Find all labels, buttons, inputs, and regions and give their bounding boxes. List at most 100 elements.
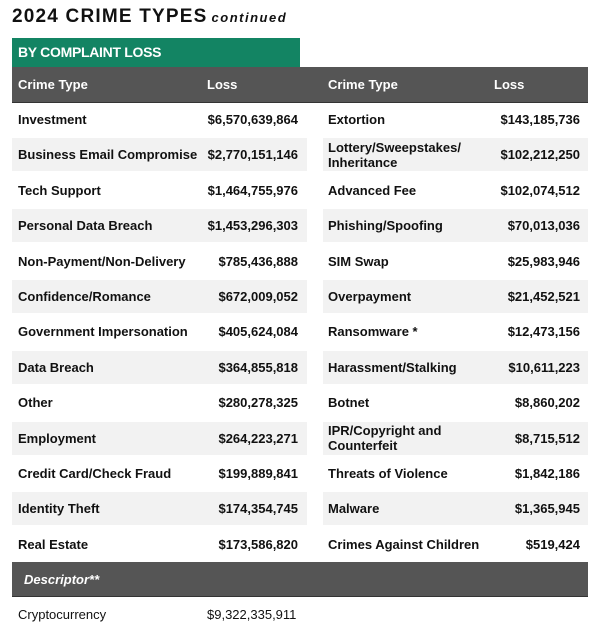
loss-value: $405,624,084 [218,324,298,340]
descriptor-header: Descriptor** [12,562,588,597]
crime-type: Confidence/Romance [18,289,151,304]
crime-type: Business Email Compromise [18,147,198,163]
table-row: Employment $264,223,271 IPR/Copyright and… [0,421,600,457]
descriptor-value: $9,322,335,911 [207,607,297,622]
left-cell: Non-Payment/Non-Delivery $785,436,888 [12,245,307,278]
right-cell: IPR/Copyright and Counterfeit $8,715,512 [323,421,588,455]
left-cell: Data Breach $364,855,818 [12,350,307,384]
title-text: 2024 CRIME TYPES [12,6,208,27]
descriptor-name: Cryptocurrency [18,607,107,622]
crime-type: Employment [18,430,97,446]
table-row: Data Breach $364,855,818 Harassment/Stalk… [0,350,600,386]
left-cell: Real Estate $173,586,820 [12,528,307,561]
crime-type: SIM Swap [328,253,389,269]
table-header: Crime Type Loss Crime Type Loss [12,67,588,103]
crime-type: Tech Support [18,182,101,198]
loss-value: $70,013,036 [507,218,580,234]
left-cell: Credit Card/Check Fraud $199,889,841 [12,457,307,490]
crime-type: Investment [18,112,87,127]
loss-value: $1,453,296,303 [207,218,298,234]
loss-value: $12,473,156 [507,324,580,340]
table-row: Other $280,278,325 Botnet $8,860,202 [0,385,600,421]
loss-value: $8,715,512 [514,430,580,446]
crime-type: Botnet [328,395,370,411]
loss-value: $280,278,325 [218,395,298,411]
crime-type: Malware [328,501,380,517]
crime-type: Real Estate [18,536,89,552]
loss-value: $199,889,841 [218,466,298,481]
crime-type: Data Breach [18,359,94,375]
loss-value: $785,436,888 [218,253,298,269]
crime-type: Identity Theft [18,501,100,517]
loss-value: $102,074,512 [500,182,580,198]
table-row: Confidence/Romance $672,009,052 Overpayme… [0,279,600,315]
table-row: Government Impersonation $405,624,084 Ran… [0,314,600,350]
col-crime-type-left: Crime Type [18,77,88,92]
loss-value: $8,860,202 [514,395,580,411]
crime-type: Personal Data Breach [18,218,153,234]
right-cell: Crimes Against Children $519,424 [323,528,588,561]
loss-value: $6,570,639,864 [207,112,298,127]
left-cell: Confidence/Romance $672,009,052 [12,280,307,313]
right-cell: Harassment/Stalking $10,611,223 [323,350,588,384]
right-cell: Botnet $8,860,202 [323,386,588,419]
crime-type: Overpayment [328,289,412,304]
loss-value: $21,452,521 [507,289,580,304]
right-cell: Threats of Violence $1,842,186 [323,457,588,490]
crime-type: Lottery/Sweepstakes/ Inheritance [328,139,461,170]
table-row: Investment $6,570,639,864 Extortion $143,1… [0,102,600,138]
right-cell: SIM Swap $25,983,946 [323,245,588,278]
table-row: Non-Payment/Non-Delivery $785,436,888 SIM… [0,244,600,280]
loss-value: $264,223,271 [218,430,298,446]
left-cell: Employment $264,223,271 [12,421,307,455]
loss-value: $25,983,946 [507,253,580,269]
right-cell: Lottery/Sweepstakes/ Inheritance $102,212… [323,138,588,172]
loss-value: $102,212,250 [500,147,580,163]
crime-type: Threats of Violence [328,466,448,481]
loss-value: $10,611,223 [508,359,580,375]
left-cell: Other $280,278,325 [12,386,307,419]
loss-value: $519,424 [525,536,580,552]
loss-value: $143,185,736 [500,112,580,127]
col-loss-right: Loss [494,77,525,92]
left-cell: Investment $6,570,639,864 [12,103,307,136]
table-row: Real Estate $173,586,820 Crimes Against C… [0,527,600,563]
crime-type: IPR/Copyright and Counterfeit [328,423,442,454]
left-cell: Identity Theft $174,354,745 [12,492,307,526]
col-crime-type-right: Crime Type [328,77,398,92]
right-cell: Overpayment $21,452,521 [323,280,588,313]
loss-value: $2,770,151,146 [207,147,298,163]
loss-value: $1,842,186 [514,466,580,481]
table-row: Identity Theft $174,354,745 Malware $1,365… [0,491,600,527]
crime-type: Government Impersonation [18,324,188,340]
left-cell: Tech Support $1,464,755,976 [12,174,307,207]
loss-value: $174,354,745 [218,501,298,517]
right-cell: Advanced Fee $102,074,512 [323,174,588,207]
crime-type: Phishing/Spoofing [328,218,443,234]
crime-type: Other [18,395,53,411]
table-row: Credit Card/Check Fraud $199,889,841 Thre… [0,456,600,492]
crime-type: Credit Card/Check Fraud [18,466,172,481]
loss-value: $173,586,820 [218,536,298,552]
left-cell: Personal Data Breach $1,453,296,303 [12,209,307,243]
crime-type: Non-Payment/Non-Delivery [18,253,186,269]
table-row: Business Email Compromise $2,770,151,146 … [0,137,600,173]
crime-type: Extortion [328,112,386,127]
loss-value: $1,365,945 [514,501,580,517]
table-row: Tech Support $1,464,755,976 Advanced Fee $… [0,173,600,209]
loss-value: $1,464,755,976 [207,182,298,198]
loss-value: $672,009,052 [218,289,298,304]
left-cell: Business Email Compromise $2,770,151,146 [12,138,307,172]
crime-type: Harassment/Stalking [328,359,457,375]
right-cell: Malware $1,365,945 [323,492,588,526]
page-title: 2024 CRIME TYPES continued [12,6,287,28]
title-suffix: continued [211,10,288,25]
right-cell: Phishing/Spoofing $70,013,036 [323,209,588,243]
table-row: Personal Data Breach $1,453,296,303 Phish… [0,208,600,244]
left-cell: Government Impersonation $405,624,084 [12,315,307,348]
loss-value: $364,855,818 [218,359,298,375]
col-loss-left: Loss [207,77,238,92]
crime-type: Advanced Fee [328,182,417,198]
section-tab: BY COMPLAINT LOSS [12,38,300,67]
crime-type: Crimes Against Children [328,536,480,552]
